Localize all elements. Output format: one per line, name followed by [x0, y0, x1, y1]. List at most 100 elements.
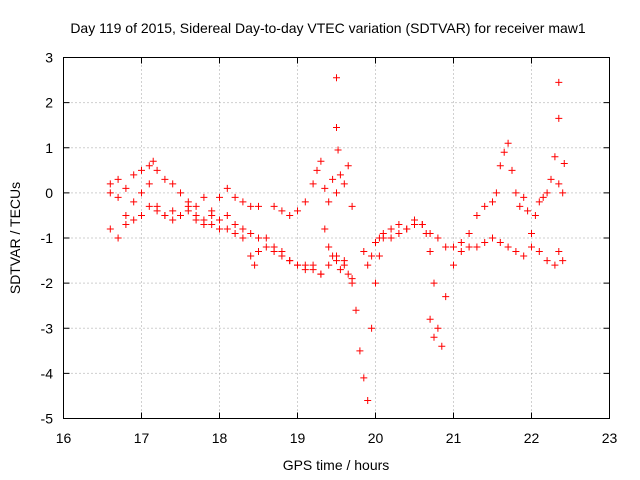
- data-point-track-a: [270, 202, 278, 210]
- data-point-track-a: [301, 198, 309, 206]
- data-point-track-c: [216, 225, 223, 233]
- data-point-track-a: [325, 198, 333, 206]
- data-point-track-b: [114, 234, 122, 242]
- data-point-track-b: [122, 220, 130, 228]
- data-point-track-a: [239, 198, 247, 206]
- data-point-track-c: [270, 243, 278, 251]
- data-point-track-d: [360, 374, 368, 382]
- data-point-track-d: [489, 234, 496, 242]
- data-point-track-a: [317, 157, 325, 165]
- data-point-track-d: [551, 261, 559, 269]
- data-point-track-c: [231, 229, 239, 237]
- data-point-track-c: [223, 225, 231, 233]
- y-tick-label: 3: [45, 50, 53, 66]
- data-point-track-e: [387, 225, 395, 233]
- y-tick-label: -1: [41, 230, 54, 246]
- data-point-track-e: [543, 189, 551, 197]
- data-point-track-d: [512, 248, 520, 256]
- data-point-track-d: [344, 270, 352, 278]
- x-tick-label: 23: [602, 430, 618, 446]
- y-axis-label: SDTVAR / TECUs: [7, 182, 23, 294]
- data-point-track-a: [169, 180, 177, 188]
- data-point-track-e: [364, 261, 372, 269]
- x-tick-label: 18: [212, 430, 228, 446]
- data-point-track-d: [364, 396, 372, 404]
- data-point-track-e: [508, 166, 516, 174]
- data-point-track-a: [255, 202, 262, 210]
- data-point-track-c: [145, 180, 153, 188]
- data-point-spikes: [426, 315, 434, 323]
- data-point-track-c: [208, 220, 216, 228]
- x-tick-label: 19: [290, 430, 306, 446]
- data-point-track-e: [411, 220, 418, 228]
- y-tick-label: -4: [41, 365, 54, 381]
- chart-title: Day 119 of 2015, Sidereal Day-to-day VTE…: [70, 20, 586, 36]
- data-point-track-d: [356, 347, 364, 355]
- data-point-track-c: [317, 270, 325, 278]
- data-point-track-e: [395, 220, 403, 228]
- data-point-track-a: [313, 166, 321, 174]
- data-point-track-e: [531, 211, 539, 219]
- data-point-track-c: [153, 202, 161, 210]
- data-point-track-c: [239, 234, 247, 242]
- data-point-track-d: [442, 293, 450, 301]
- data-point-track-d: [321, 225, 329, 233]
- data-point-track-d: [535, 248, 543, 256]
- data-point-track-c: [106, 180, 114, 188]
- data-point-track-a: [161, 175, 169, 183]
- data-point-track-d: [348, 279, 356, 287]
- data-point-track-b: [325, 261, 333, 269]
- data-point-track-e: [403, 225, 411, 233]
- x-tick-label: 20: [368, 430, 384, 446]
- y-tick-label: 0: [45, 185, 53, 201]
- data-point-track-c: [286, 257, 294, 265]
- data-point-track-d: [473, 243, 481, 251]
- data-point-track-a: [278, 207, 286, 215]
- data-point-track-c: [114, 193, 122, 201]
- y-tick-label: -3: [41, 320, 54, 336]
- y-axis-tick-labels: -5 -4 -3 -2 -1 0 1 2 3: [41, 50, 54, 427]
- data-point-track-d: [395, 229, 403, 237]
- data-point-track-c: [161, 211, 169, 219]
- data-point-track-d: [340, 257, 348, 265]
- data-point-track-c: [262, 234, 270, 242]
- data-point-track-a: [321, 184, 329, 192]
- data-point-track-d: [450, 261, 457, 269]
- data-point-track-e: [489, 198, 496, 206]
- data-point-track-d: [336, 266, 344, 274]
- data-point-track-e: [524, 207, 532, 215]
- data-point-track-e: [481, 202, 489, 210]
- data-point-track-e: [379, 229, 387, 237]
- data-point-track-c: [138, 189, 145, 197]
- y-tick-label: -5: [41, 411, 54, 427]
- data-point-track-a: [333, 189, 340, 197]
- data-point-track-a: [223, 184, 231, 192]
- data-point-track-e: [418, 220, 426, 228]
- data-point-track-e: [512, 189, 520, 197]
- data-point-track-b: [106, 225, 114, 233]
- data-point-track-c: [278, 248, 286, 256]
- data-point-track-e: [555, 180, 563, 188]
- data-point-track-c: [247, 252, 255, 260]
- data-point-track-d: [375, 252, 383, 260]
- data-point-spikes: [430, 333, 438, 341]
- data-point-track-b: [255, 234, 262, 242]
- data-point-track-d: [434, 324, 442, 332]
- y-tick-label: 1: [45, 140, 53, 156]
- data-point-spikes: [555, 114, 563, 122]
- data-point-track-e: [434, 234, 442, 242]
- data-point-track-e: [465, 229, 473, 237]
- data-point-track-b: [145, 202, 153, 210]
- data-point-track-c: [294, 261, 301, 269]
- data-point-track-c: [255, 248, 262, 256]
- data-point-track-e: [360, 248, 368, 256]
- x-axis-tick-labels: 16 17 18 19 20 21 22 23: [56, 430, 618, 446]
- data-point-track-a: [344, 162, 352, 170]
- data-point-track-e: [492, 189, 500, 197]
- data-point-spikes: [555, 78, 563, 86]
- data-point-track-d: [496, 239, 504, 247]
- data-point-track-c: [184, 207, 192, 215]
- grid: [63, 57, 610, 419]
- data-point-track-e: [500, 148, 508, 156]
- data-point-track-a: [309, 180, 317, 188]
